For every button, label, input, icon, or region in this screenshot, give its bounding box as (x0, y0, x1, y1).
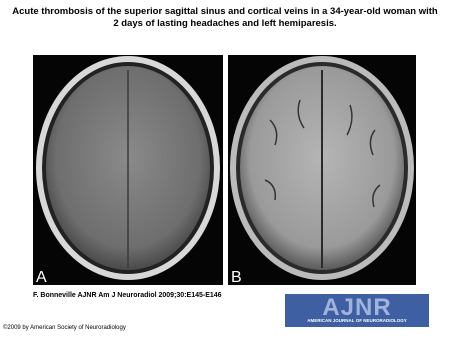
copyright: ©2009 by American Society of Neuroradiol… (3, 325, 126, 331)
panel-label: A (36, 269, 47, 286)
logo-name: AJNR (322, 294, 392, 321)
logo-subtitle: AMERICAN JOURNAL OF NEURORADIOLOGY (307, 318, 407, 323)
panel-b: B (228, 55, 416, 286)
panel-label: B (231, 269, 242, 286)
panel-a: A (33, 55, 223, 286)
title: Acute thrombosis of the superior sagitta… (12, 6, 438, 29)
citation: F. Bonneville AJNR Am J Neuroradiol 2009… (33, 292, 222, 299)
logo: AJNR AMERICAN JOURNAL OF NEURORADIOLOGY (285, 294, 429, 327)
